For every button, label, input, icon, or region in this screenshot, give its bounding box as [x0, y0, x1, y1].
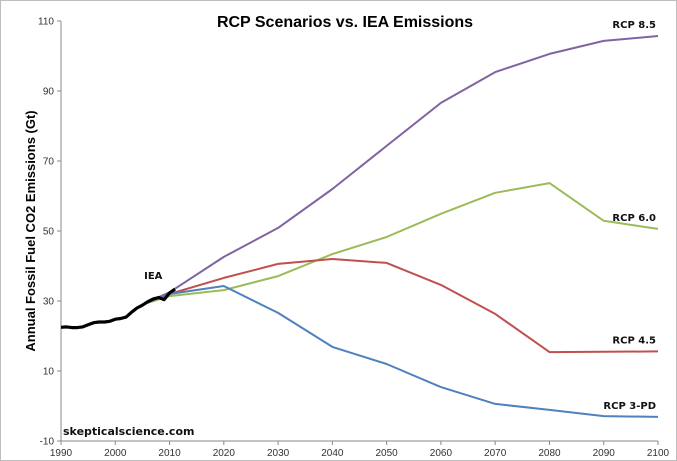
y-tick-label: -10 — [40, 437, 55, 448]
series-label-rcp-3-pd: RCP 3-PD — [603, 401, 656, 412]
x-tick-label: 2030 — [267, 448, 290, 459]
y-tick-label: 10 — [43, 367, 55, 378]
y-tick-label: 110 — [38, 17, 54, 28]
y-axis-label: Annual Fossil Fuel CO2 Emissions (Gt) — [23, 110, 38, 351]
series-line-rcp-6-0 — [142, 182, 659, 306]
x-tick-label: 1990 — [50, 448, 73, 459]
x-tick-label: 2010 — [158, 448, 181, 459]
series-label-rcp-4-5: RCP 4.5 — [612, 335, 656, 346]
y-tick-label: 70 — [43, 157, 55, 168]
x-tick-label: 2040 — [321, 448, 344, 459]
x-tick-label: 2000 — [104, 448, 127, 459]
series-line-rcp-4-5 — [142, 258, 659, 354]
y-tick-label: 30 — [43, 297, 55, 308]
series-line-iea — [60, 287, 176, 330]
x-tick-label: 2050 — [376, 448, 399, 459]
x-tick-label: 2080 — [538, 448, 561, 459]
x-tick-label: 2100 — [647, 448, 670, 459]
y-tick-label: 90 — [43, 87, 55, 98]
series-label-rcp-8-5: RCP 8.5 — [612, 20, 656, 31]
x-tick-label: 2060 — [430, 448, 453, 459]
x-tick-label: 2090 — [593, 448, 616, 459]
watermark: skepticalscience.com — [63, 425, 194, 438]
x-tick-label: 2020 — [213, 448, 236, 459]
series-line-rcp-8-5 — [141, 35, 659, 306]
x-tick-label: 2070 — [484, 448, 507, 459]
series-label-iea: IEA — [144, 271, 163, 282]
series-line-rcp-3-pd — [142, 285, 659, 418]
chart-title: RCP Scenarios vs. IEA Emissions — [217, 14, 473, 31]
series-label-rcp-6-0: RCP 6.0 — [612, 213, 656, 224]
y-tick-label: 50 — [43, 227, 55, 238]
